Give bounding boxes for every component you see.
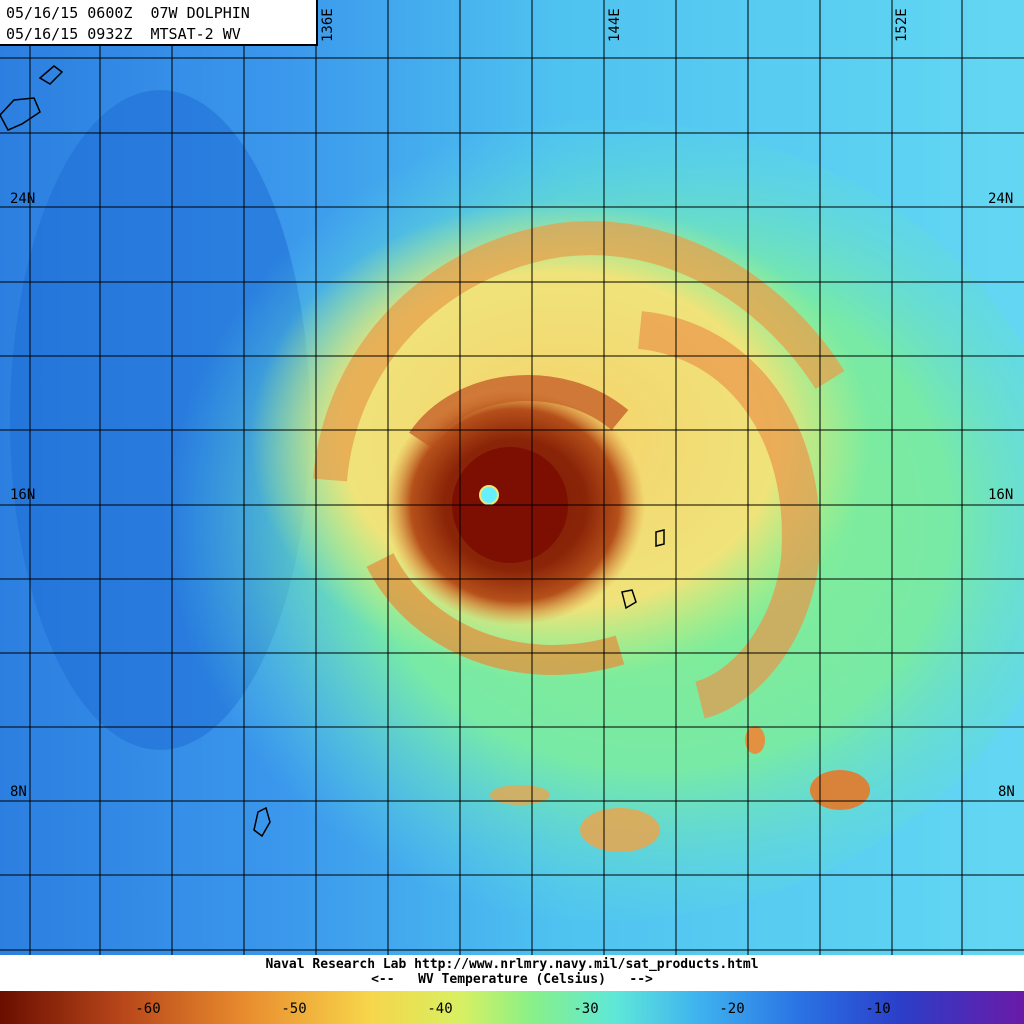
valid-time-line: 05/16/15 0600Z 07W DOLPHIN	[6, 4, 250, 22]
island-outline	[621, 589, 637, 610]
grid	[0, 0, 1024, 955]
lat-label-24n-right: 24N	[988, 191, 1013, 207]
island-outline	[0, 97, 41, 131]
convection-cell	[745, 726, 765, 754]
legend-title: <-- WV Temperature (Celsius) -->	[371, 972, 653, 987]
image-info-box: 05/16/15 0600Z 07W DOLPHIN 05/16/15 0932…	[0, 0, 318, 46]
colorbar-gradient	[0, 991, 1024, 1024]
convection-cell	[810, 770, 870, 810]
sensor-time-line: 05/16/15 0932Z MTSAT-2 WV	[6, 25, 241, 43]
colorbar-tick-label: -50	[281, 1001, 306, 1017]
convection-cell	[580, 808, 660, 852]
colorbar-tick-label: -20	[719, 1001, 744, 1017]
colorbar-tick-label: -10	[865, 1001, 890, 1017]
island-outline	[253, 806, 271, 838]
lat-label-8n-left: 8N	[10, 784, 27, 800]
colorbar-tick-label: -60	[135, 1001, 160, 1017]
island-outline	[655, 529, 665, 547]
lat-label-8n-right: 8N	[998, 784, 1015, 800]
colorbar-tick-label: -30	[573, 1001, 598, 1017]
convection-cell	[490, 785, 550, 805]
lat-label-16n-right: 16N	[988, 487, 1013, 503]
credit-text: Naval Research Lab http://www.nrlmry.nav…	[265, 957, 759, 972]
lat-label-16n-left: 16N	[10, 487, 35, 503]
lon-label-144e: 144E	[607, 8, 623, 42]
colorbar-tick-label: -40	[427, 1001, 452, 1017]
temperature-colorbar: -60 -50 -40 -30 -20 -10	[0, 991, 1024, 1024]
eye	[479, 485, 499, 505]
east-spiral-band	[637, 311, 820, 719]
lat-label-24n-left: 24N	[10, 191, 35, 207]
outer-spiral-band	[313, 221, 845, 482]
island-outline	[38, 65, 64, 85]
wv-satellite-map: 136E 144E 152E 24N 24N 16N 16N 8N 8N	[0, 0, 1024, 955]
lon-label-152e: 152E	[894, 8, 910, 42]
credit-banner: Naval Research Lab http://www.nrlmry.nav…	[0, 955, 1024, 991]
lon-label-136e: 136E	[320, 8, 336, 42]
south-spiral-band	[366, 552, 625, 675]
